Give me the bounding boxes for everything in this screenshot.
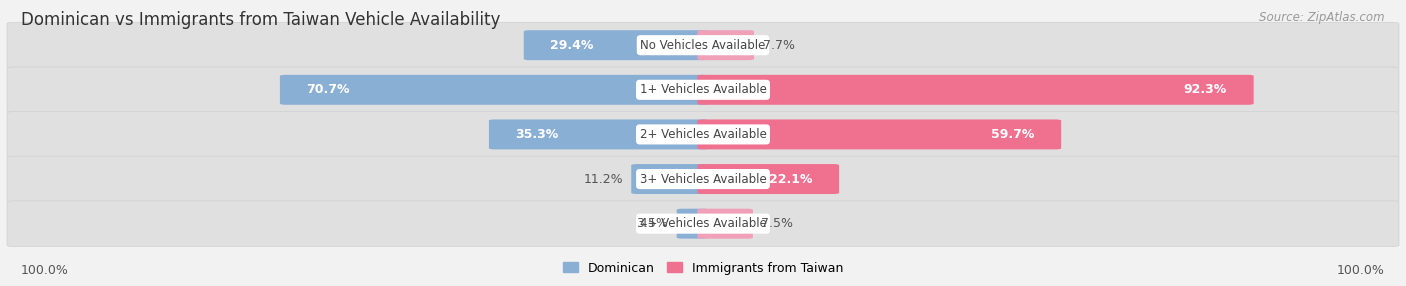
- Text: 35.3%: 35.3%: [516, 128, 560, 141]
- Text: 3.5%: 3.5%: [637, 217, 668, 230]
- Text: 11.2%: 11.2%: [583, 172, 623, 186]
- Text: 92.3%: 92.3%: [1184, 83, 1227, 96]
- Legend: Dominican, Immigrants from Taiwan: Dominican, Immigrants from Taiwan: [558, 257, 848, 280]
- FancyBboxPatch shape: [697, 164, 839, 194]
- FancyBboxPatch shape: [697, 75, 1254, 105]
- Text: 100.0%: 100.0%: [21, 265, 69, 277]
- Text: 2+ Vehicles Available: 2+ Vehicles Available: [640, 128, 766, 141]
- FancyBboxPatch shape: [489, 120, 709, 149]
- FancyBboxPatch shape: [7, 112, 1399, 157]
- FancyBboxPatch shape: [697, 120, 1062, 149]
- Text: 100.0%: 100.0%: [1337, 265, 1385, 277]
- Text: 59.7%: 59.7%: [991, 128, 1035, 141]
- FancyBboxPatch shape: [280, 75, 709, 105]
- Text: 70.7%: 70.7%: [307, 83, 350, 96]
- Text: Source: ZipAtlas.com: Source: ZipAtlas.com: [1260, 11, 1385, 24]
- Text: 29.4%: 29.4%: [551, 39, 593, 52]
- FancyBboxPatch shape: [697, 209, 754, 239]
- Text: No Vehicles Available: No Vehicles Available: [640, 39, 766, 52]
- Text: 3+ Vehicles Available: 3+ Vehicles Available: [640, 172, 766, 186]
- FancyBboxPatch shape: [676, 209, 709, 239]
- FancyBboxPatch shape: [7, 67, 1399, 113]
- FancyBboxPatch shape: [7, 201, 1399, 247]
- Text: 4+ Vehicles Available: 4+ Vehicles Available: [640, 217, 766, 230]
- Text: 7.7%: 7.7%: [762, 39, 794, 52]
- FancyBboxPatch shape: [697, 30, 754, 60]
- FancyBboxPatch shape: [7, 156, 1399, 202]
- FancyBboxPatch shape: [524, 30, 709, 60]
- Text: 22.1%: 22.1%: [769, 172, 813, 186]
- Text: Dominican vs Immigrants from Taiwan Vehicle Availability: Dominican vs Immigrants from Taiwan Vehi…: [21, 11, 501, 29]
- FancyBboxPatch shape: [7, 22, 1399, 68]
- FancyBboxPatch shape: [631, 164, 709, 194]
- Text: 7.5%: 7.5%: [762, 217, 793, 230]
- Text: 1+ Vehicles Available: 1+ Vehicles Available: [640, 83, 766, 96]
